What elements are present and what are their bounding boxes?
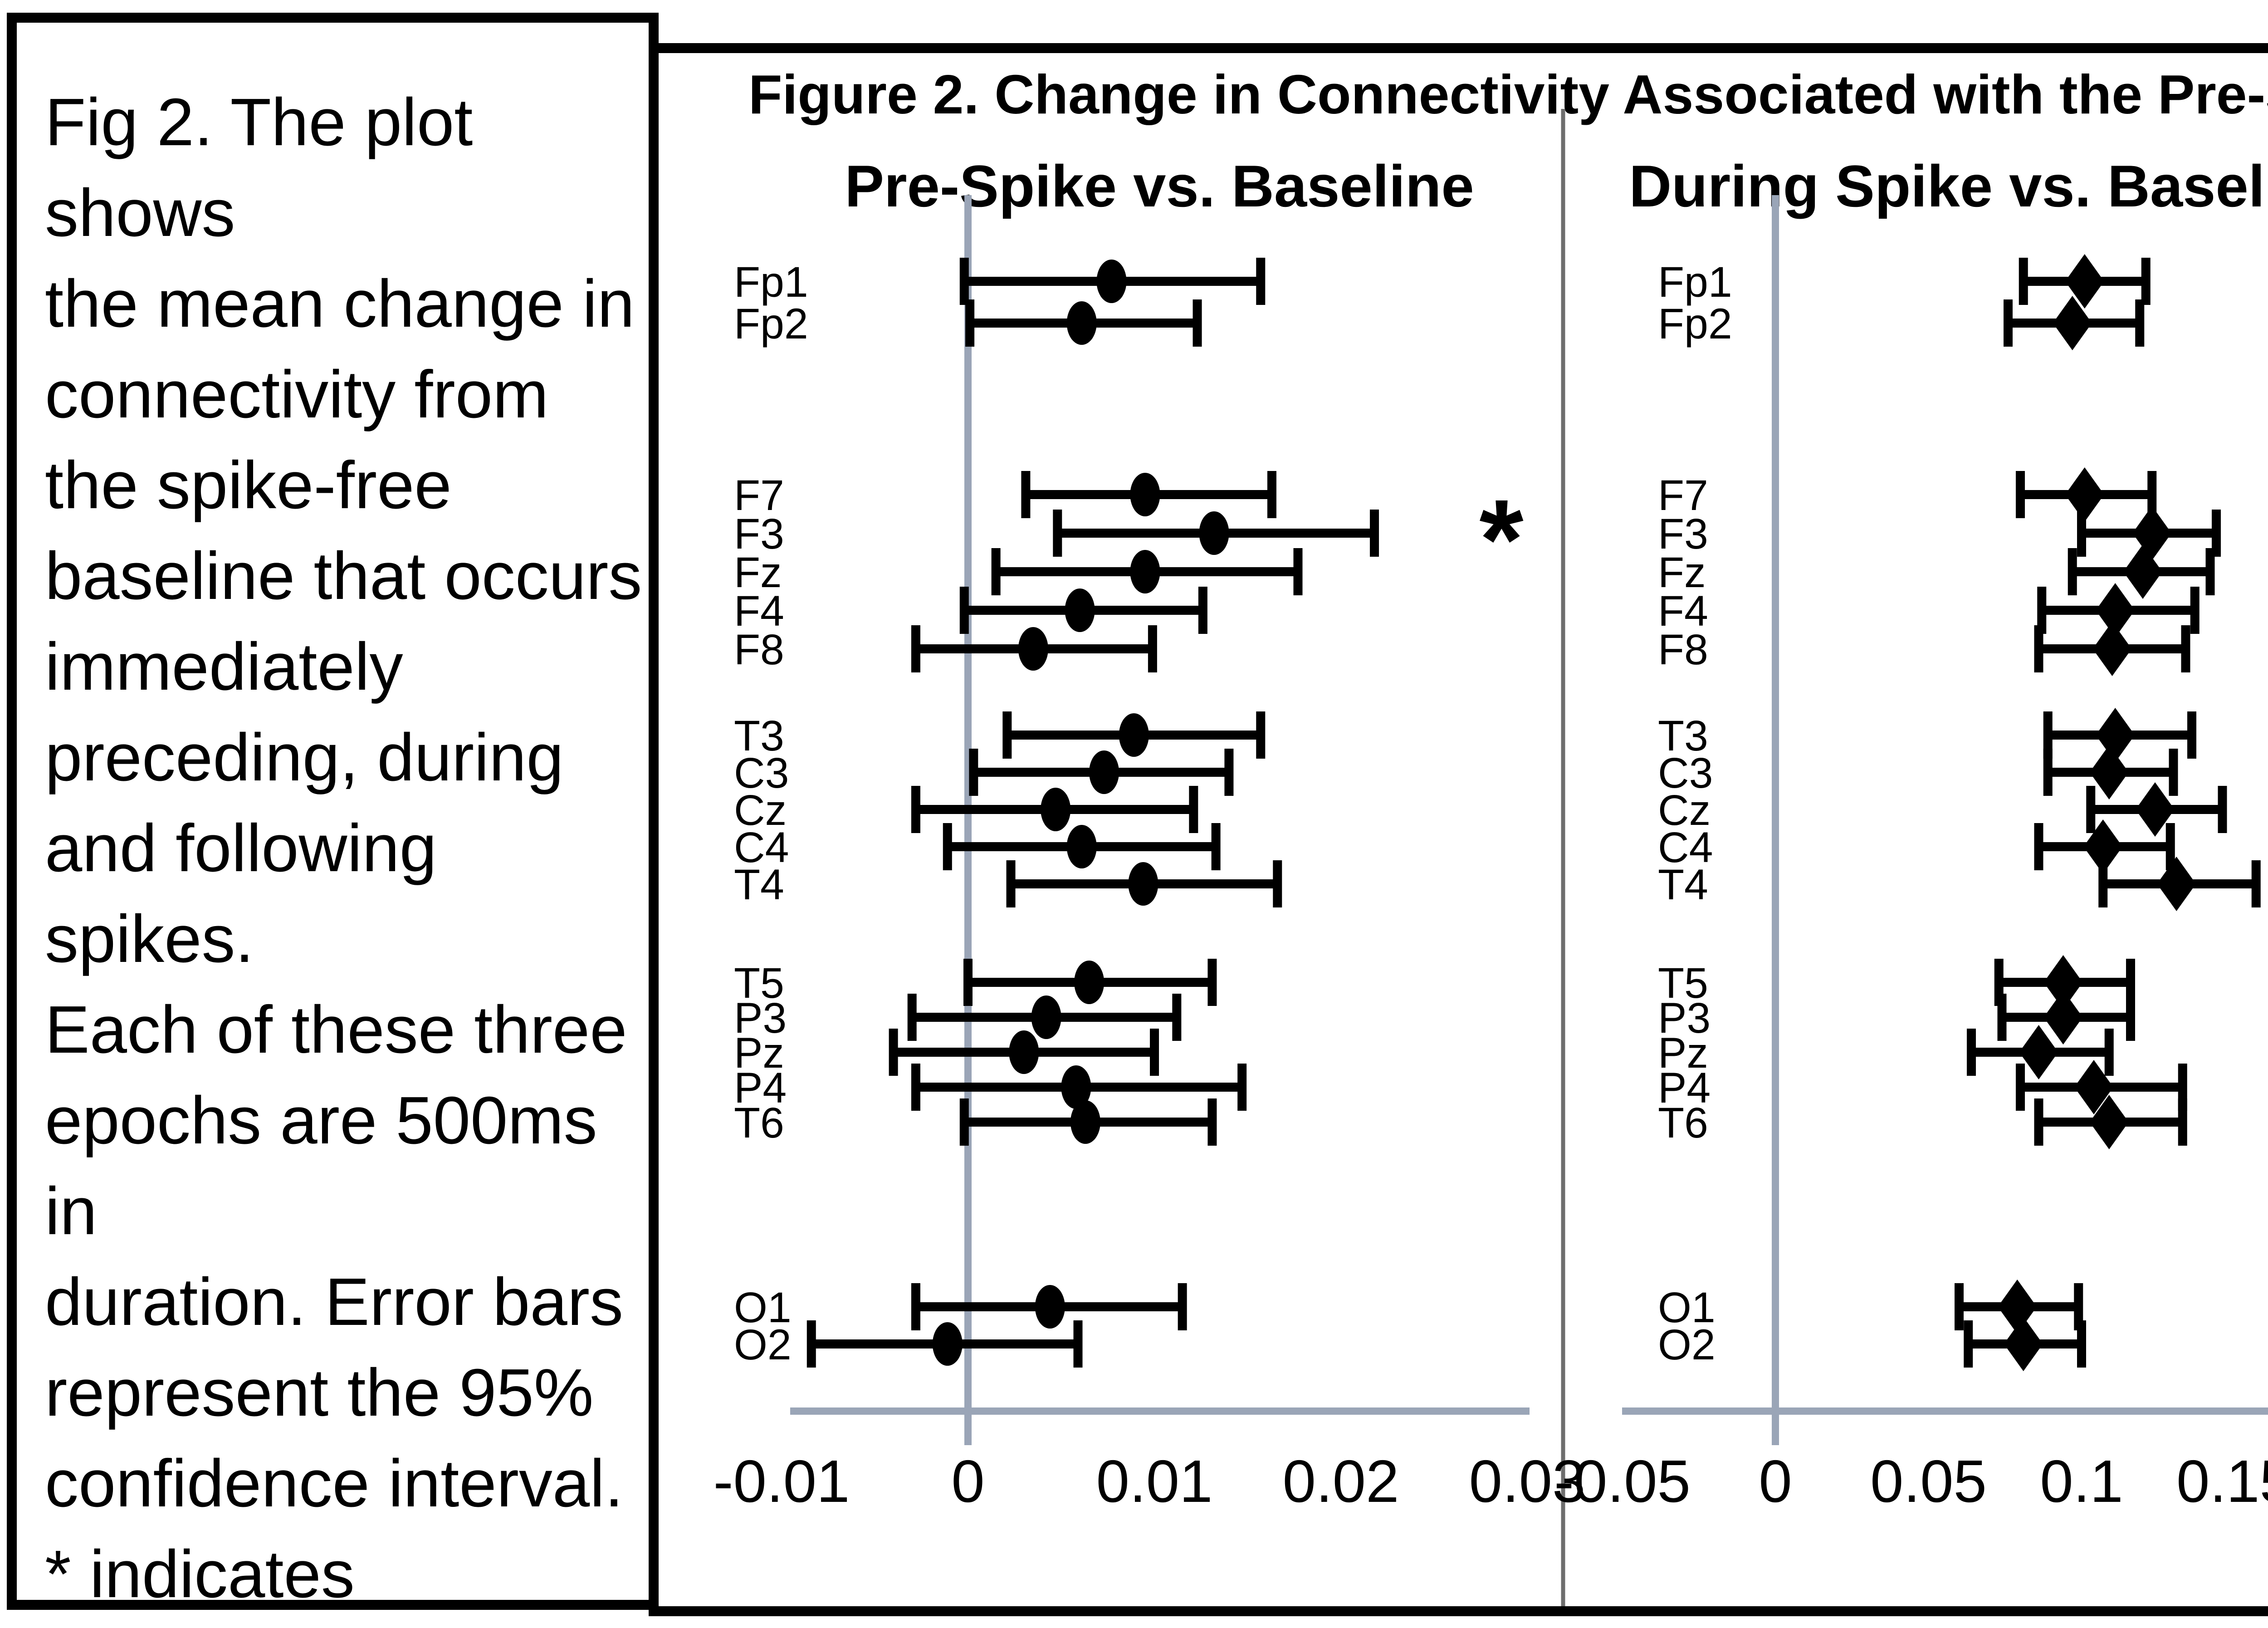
panel-header: Pre-Spike vs. Baseline	[845, 153, 1474, 219]
data-point-marker-circle	[1065, 588, 1095, 632]
data-point-marker-diamond	[2074, 1060, 2113, 1114]
data-point-marker-circle	[932, 1322, 963, 1366]
data-point-marker-diamond	[2089, 1095, 2129, 1149]
data-point-marker-circle	[1070, 1100, 1100, 1144]
data-point-marker-circle	[1128, 862, 1158, 906]
electrode-label: C3	[734, 749, 789, 797]
electrode-label: T5	[1658, 959, 1708, 1007]
electrode-label: T6	[1658, 1099, 1708, 1147]
electrode-label: O2	[1658, 1321, 1716, 1369]
electrode-label: T3	[1658, 712, 1708, 760]
electrode-label: T3	[734, 712, 784, 760]
data-point-marker-diamond	[2092, 622, 2132, 676]
data-point-marker-circle	[1066, 825, 1097, 868]
electrode-label: C3	[1658, 749, 1713, 797]
electrode-label: C4	[1658, 824, 1713, 872]
electrode-label: T5	[734, 959, 784, 1007]
data-point-marker-circle	[1130, 473, 1160, 516]
electrode-label: O1	[734, 1284, 792, 1332]
electrode-label: F4	[1658, 587, 1708, 635]
data-point-marker-diamond	[2136, 782, 2175, 837]
data-point-marker-circle	[1066, 301, 1097, 345]
panel-1: Pre-Spike vs. Baseline -0.01 0 0.01 0.02 0.03…	[714, 153, 1586, 1515]
electrode-label: P3	[1658, 994, 1711, 1042]
axis-tick-label: -0.01	[714, 1448, 850, 1515]
electrode-label: Fp2	[1658, 300, 1732, 348]
electrode-label: C4	[734, 824, 789, 872]
electrode-label: Cz	[734, 786, 787, 834]
electrode-label: F3	[734, 510, 784, 558]
electrode-label: P4	[734, 1064, 787, 1112]
caption-text: Fig 2. The plot shows the mean change in…	[45, 85, 642, 1628]
data-point-marker-circle	[1009, 1030, 1039, 1074]
data-point-marker-circle	[1035, 1285, 1065, 1329]
data-point-marker-diamond	[2096, 583, 2135, 637]
axis-tick-label: 0.05	[1870, 1448, 1987, 1515]
axis-tick-label: 0	[1759, 1448, 1792, 1515]
data-point-marker-diamond	[1998, 1280, 2037, 1334]
significance-asterisk: *	[1479, 476, 1524, 603]
electrode-label: T6	[734, 1099, 784, 1147]
data-point-marker-diamond	[2043, 955, 2083, 1010]
electrode-label: Pz	[1658, 1029, 1708, 1077]
electrode-label: Cz	[1658, 786, 1711, 834]
electrode-label: Fz	[1658, 549, 1706, 597]
electrode-label: O2	[734, 1321, 792, 1369]
data-point-marker-circle	[1041, 788, 1071, 831]
axis-tick-label: 0.15	[2176, 1448, 2268, 1515]
data-point-marker-diamond	[2083, 819, 2123, 874]
data-point-marker-diamond	[2004, 1317, 2043, 1371]
caption-box: Fig 2. The plot shows the mean change in…	[7, 13, 659, 1628]
electrode-label: T4	[1658, 861, 1708, 909]
data-point-marker-circle	[1074, 961, 1105, 1004]
electrode-label: Fz	[734, 549, 782, 597]
data-point-marker-diamond	[2053, 296, 2092, 350]
data-point-marker-diamond	[2043, 990, 2083, 1044]
data-point-marker-diamond	[2096, 708, 2135, 762]
data-point-marker-diamond	[2019, 1025, 2058, 1079]
axis-tick-label: 0	[951, 1448, 984, 1515]
panel-header: During Spike vs. Baseline	[1629, 153, 2268, 219]
electrode-label: Fp1	[1658, 258, 1732, 306]
data-point-marker-circle	[1199, 511, 1229, 555]
axis-tick-label: 0.01	[1096, 1448, 1213, 1515]
data-point-marker-circle	[1119, 713, 1149, 757]
data-point-marker-diamond	[2065, 467, 2104, 522]
electrode-label: Pz	[734, 1029, 784, 1077]
data-point-marker-diamond	[2157, 857, 2196, 911]
data-point-marker-circle	[1096, 260, 1127, 303]
data-point-marker-circle	[1089, 750, 1119, 794]
axis-tick-label: 0.1	[2040, 1448, 2123, 1515]
electrode-label: Fp2	[734, 300, 808, 348]
axis-tick-label: 0.02	[1283, 1448, 1399, 1515]
data-point-marker-diamond	[2065, 254, 2104, 309]
electrode-label: F8	[734, 626, 784, 674]
electrode-label: F7	[734, 471, 784, 520]
data-point-marker-diamond	[2089, 745, 2129, 799]
electrode-label: F7	[1658, 471, 1708, 520]
electrode-label: P4	[1658, 1064, 1711, 1112]
data-point-marker-circle	[1061, 1065, 1091, 1109]
panel-2: During Spike vs. Baseline -0.05 0 0.05 0.1 0.…	[1554, 153, 2268, 1515]
electrode-label: Fp1	[734, 258, 808, 306]
electrode-label: O1	[1658, 1284, 1716, 1332]
axis-tick-label: -0.05	[1554, 1448, 1691, 1515]
electrode-label: T4	[734, 861, 784, 909]
data-point-marker-circle	[1031, 995, 1061, 1039]
electrode-label: F3	[1658, 510, 1708, 558]
electrode-label: F8	[1658, 626, 1708, 674]
data-point-marker-circle	[1130, 550, 1160, 593]
electrode-label: F4	[734, 587, 784, 635]
data-point-marker-circle	[1018, 627, 1048, 671]
figure-title: Figure 2. Change in Connectivity Associa…	[748, 64, 2268, 125]
electrode-label: P3	[734, 994, 787, 1042]
data-point-marker-diamond	[2123, 544, 2162, 599]
axis-tick-label: 0.03	[1469, 1448, 1586, 1515]
